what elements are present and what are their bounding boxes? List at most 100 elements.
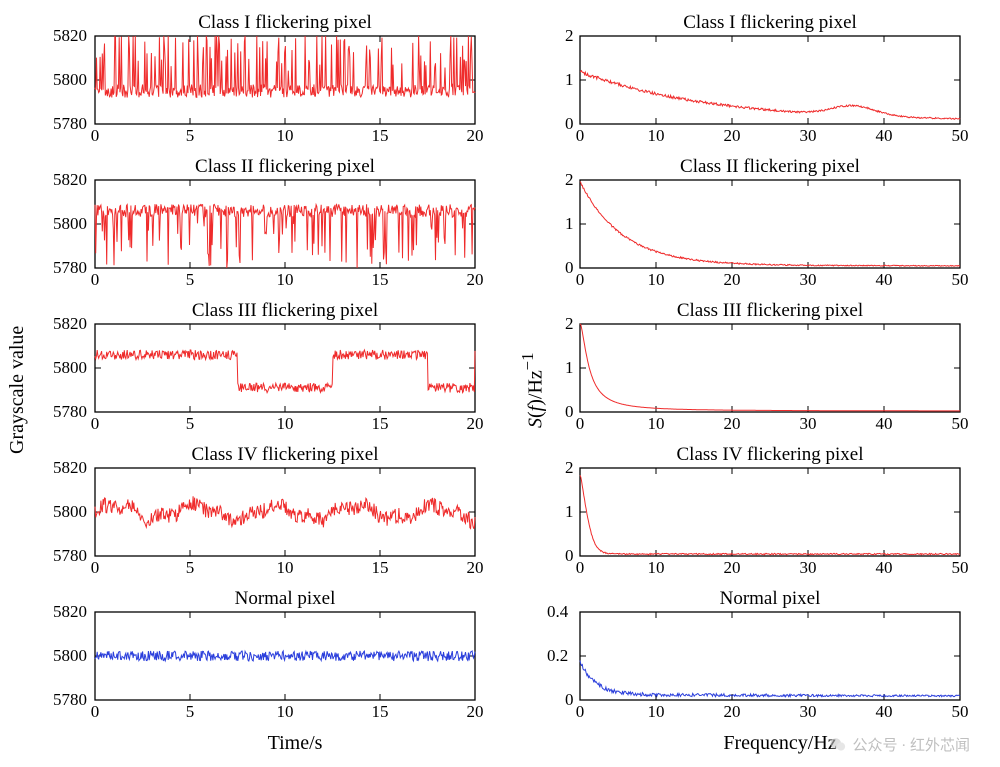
panel-right1: Class I flickering pixel01020304050012 — [580, 36, 960, 124]
xtick-label: 30 — [796, 558, 820, 578]
ytick-label: 0 — [565, 690, 574, 710]
ytick-label: 2 — [565, 170, 574, 190]
xtick-label: 30 — [796, 702, 820, 722]
plot-svg — [95, 36, 475, 124]
ytick-label: 0 — [565, 402, 574, 422]
series-line — [95, 36, 475, 98]
wechat-icon — [829, 736, 847, 754]
xtick-label: 15 — [368, 414, 392, 434]
xtick-label: 50 — [948, 270, 972, 290]
ytick-label: 5820 — [53, 26, 89, 46]
xtick-label: 40 — [872, 414, 896, 434]
xtick-label: 5 — [178, 270, 202, 290]
plot-svg — [95, 324, 475, 412]
series-line — [580, 661, 960, 697]
xtick-label: 10 — [273, 558, 297, 578]
xtick-label: 5 — [178, 558, 202, 578]
series-line — [580, 182, 960, 267]
series-line — [95, 350, 475, 393]
xtick-label: 10 — [273, 126, 297, 146]
panel-title: Class II flickering pixel — [95, 156, 475, 178]
ytick-label: 5800 — [53, 214, 89, 234]
panel-left2: Class II flickering pixel051015205780580… — [95, 180, 475, 268]
ytick-label: 2 — [565, 26, 574, 46]
xtick-label: 10 — [273, 270, 297, 290]
plot-svg — [580, 468, 960, 556]
panel-right4: Class IV flickering pixel01020304050012 — [580, 468, 960, 556]
ytick-label: 1 — [565, 358, 574, 378]
xtick-label: 40 — [872, 702, 896, 722]
xtick-label: 30 — [796, 270, 820, 290]
series-line — [95, 204, 475, 268]
plot-svg — [95, 468, 475, 556]
xtick-label: 30 — [796, 414, 820, 434]
panel-title: Normal pixel — [95, 588, 475, 610]
plot-svg — [95, 180, 475, 268]
ytick-label: 0.2 — [547, 646, 574, 666]
xtick-label: 10 — [644, 558, 668, 578]
series-line — [95, 651, 475, 661]
xtick-label: 20 — [463, 126, 487, 146]
ytick-label: 5800 — [53, 358, 89, 378]
series-line — [95, 496, 475, 528]
panel-title: Class IV flickering pixel — [95, 444, 475, 466]
ytick-label: 1 — [565, 502, 574, 522]
xtick-label: 20 — [720, 126, 744, 146]
xtick-label: 40 — [872, 558, 896, 578]
panel-title: Normal pixel — [580, 588, 960, 610]
xtick-label: 40 — [872, 270, 896, 290]
xtick-label: 20 — [463, 270, 487, 290]
xtick-label: 50 — [948, 702, 972, 722]
ytick-label: 2 — [565, 458, 574, 478]
ytick-label: 5780 — [53, 690, 89, 710]
panel-left3: Class III flickering pixel05101520578058… — [95, 324, 475, 412]
plot-svg — [580, 324, 960, 412]
xtick-label: 10 — [644, 702, 668, 722]
ytick-label: 0.4 — [547, 602, 574, 622]
panel-right5: Normal pixel0102030405000.20.4 — [580, 612, 960, 700]
xtick-label: 20 — [463, 558, 487, 578]
ytick-label: 5780 — [53, 402, 89, 422]
watermark-text: 公众号 · 红外芯闻 — [853, 734, 971, 755]
panel-title: Class III flickering pixel — [95, 300, 475, 322]
xtick-label: 10 — [273, 702, 297, 722]
xtick-label: 20 — [720, 270, 744, 290]
plot-svg — [580, 180, 960, 268]
xtick-label: 15 — [368, 702, 392, 722]
series-line — [580, 324, 960, 411]
panel-title: Class I flickering pixel — [580, 12, 960, 34]
ytick-label: 5800 — [53, 646, 89, 666]
xtick-label: 50 — [948, 126, 972, 146]
xtick-label: 50 — [948, 414, 972, 434]
ytick-label: 5820 — [53, 314, 89, 334]
xtick-label: 20 — [720, 558, 744, 578]
xtick-label: 10 — [644, 414, 668, 434]
panel-left4: Class IV flickering pixel051015205780580… — [95, 468, 475, 556]
xtick-label: 50 — [948, 558, 972, 578]
plot-svg — [580, 36, 960, 124]
y-axis-label-right: S(f)/Hz−1 — [518, 300, 548, 480]
ytick-label: 0 — [565, 258, 574, 278]
plot-svg — [95, 612, 475, 700]
xtick-label: 10 — [644, 270, 668, 290]
ytick-label: 5780 — [53, 546, 89, 566]
xtick-label: 10 — [273, 414, 297, 434]
watermark: 公众号 · 红外芯闻 — [829, 734, 971, 755]
ytick-label: 1 — [565, 214, 574, 234]
ytick-label: 5780 — [53, 114, 89, 134]
ytick-label: 2 — [565, 314, 574, 334]
ytick-label: 5780 — [53, 258, 89, 278]
panel-left1: Class I flickering pixel0510152057805800… — [95, 36, 475, 124]
xtick-label: 30 — [796, 126, 820, 146]
ytick-label: 0 — [565, 546, 574, 566]
xtick-label: 20 — [463, 414, 487, 434]
xtick-label: 20 — [720, 702, 744, 722]
ytick-label: 5820 — [53, 170, 89, 190]
panel-title: Class I flickering pixel — [95, 12, 475, 34]
ytick-label: 5820 — [53, 458, 89, 478]
xtick-label: 5 — [178, 126, 202, 146]
y-axis-label-right-text: S(f)/Hz−1 — [525, 352, 547, 428]
xtick-label: 5 — [178, 414, 202, 434]
ytick-label: 1 — [565, 70, 574, 90]
xtick-label: 20 — [463, 702, 487, 722]
